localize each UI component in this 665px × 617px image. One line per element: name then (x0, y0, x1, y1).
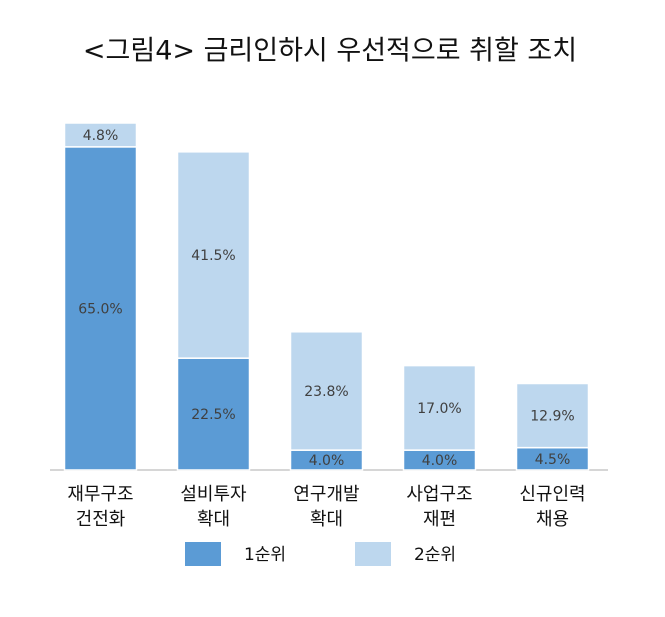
data-label: 23.8% (304, 384, 348, 400)
x-tick-label: 재무구조 (67, 484, 133, 505)
x-tick-label: 설비투자 (180, 484, 247, 505)
x-tick-label: 확대 (310, 509, 343, 530)
bar-segment (289, 331, 364, 451)
legend-label: 2순위 (414, 545, 456, 565)
data-label: 4.8% (83, 128, 119, 144)
x-tick-label: 재편 (423, 509, 456, 530)
legend-swatch (355, 542, 391, 566)
data-label: 22.5% (191, 407, 235, 423)
x-tick-label: 사업구조 (406, 484, 472, 505)
data-label: 17.0% (417, 401, 461, 417)
bar-segment (63, 122, 138, 148)
bar-segment (176, 357, 251, 471)
bar-segment (63, 146, 138, 471)
bar-segment (176, 151, 251, 359)
x-tick-label: 연구개발 (293, 484, 359, 505)
data-label: 41.5% (191, 248, 235, 264)
data-label: 4.0% (309, 453, 345, 469)
chart-title: <그림4> 금리인하시 우선적으로 취할 조치 (83, 36, 577, 67)
x-tick-label: 확대 (197, 509, 230, 530)
bar-segment (402, 364, 477, 451)
bar-segment (515, 382, 590, 449)
x-tick-label: 채용 (536, 509, 569, 530)
legend-label: 1순위 (244, 545, 286, 565)
data-label: 65.0% (78, 301, 122, 317)
legend-swatch (185, 542, 221, 566)
data-label: 4.0% (422, 453, 458, 469)
data-label: 4.5% (535, 452, 571, 468)
data-label: 12.9% (530, 409, 574, 425)
x-tick-label: 신규인력 (519, 484, 585, 505)
x-tick-label: 건전화 (76, 509, 126, 530)
